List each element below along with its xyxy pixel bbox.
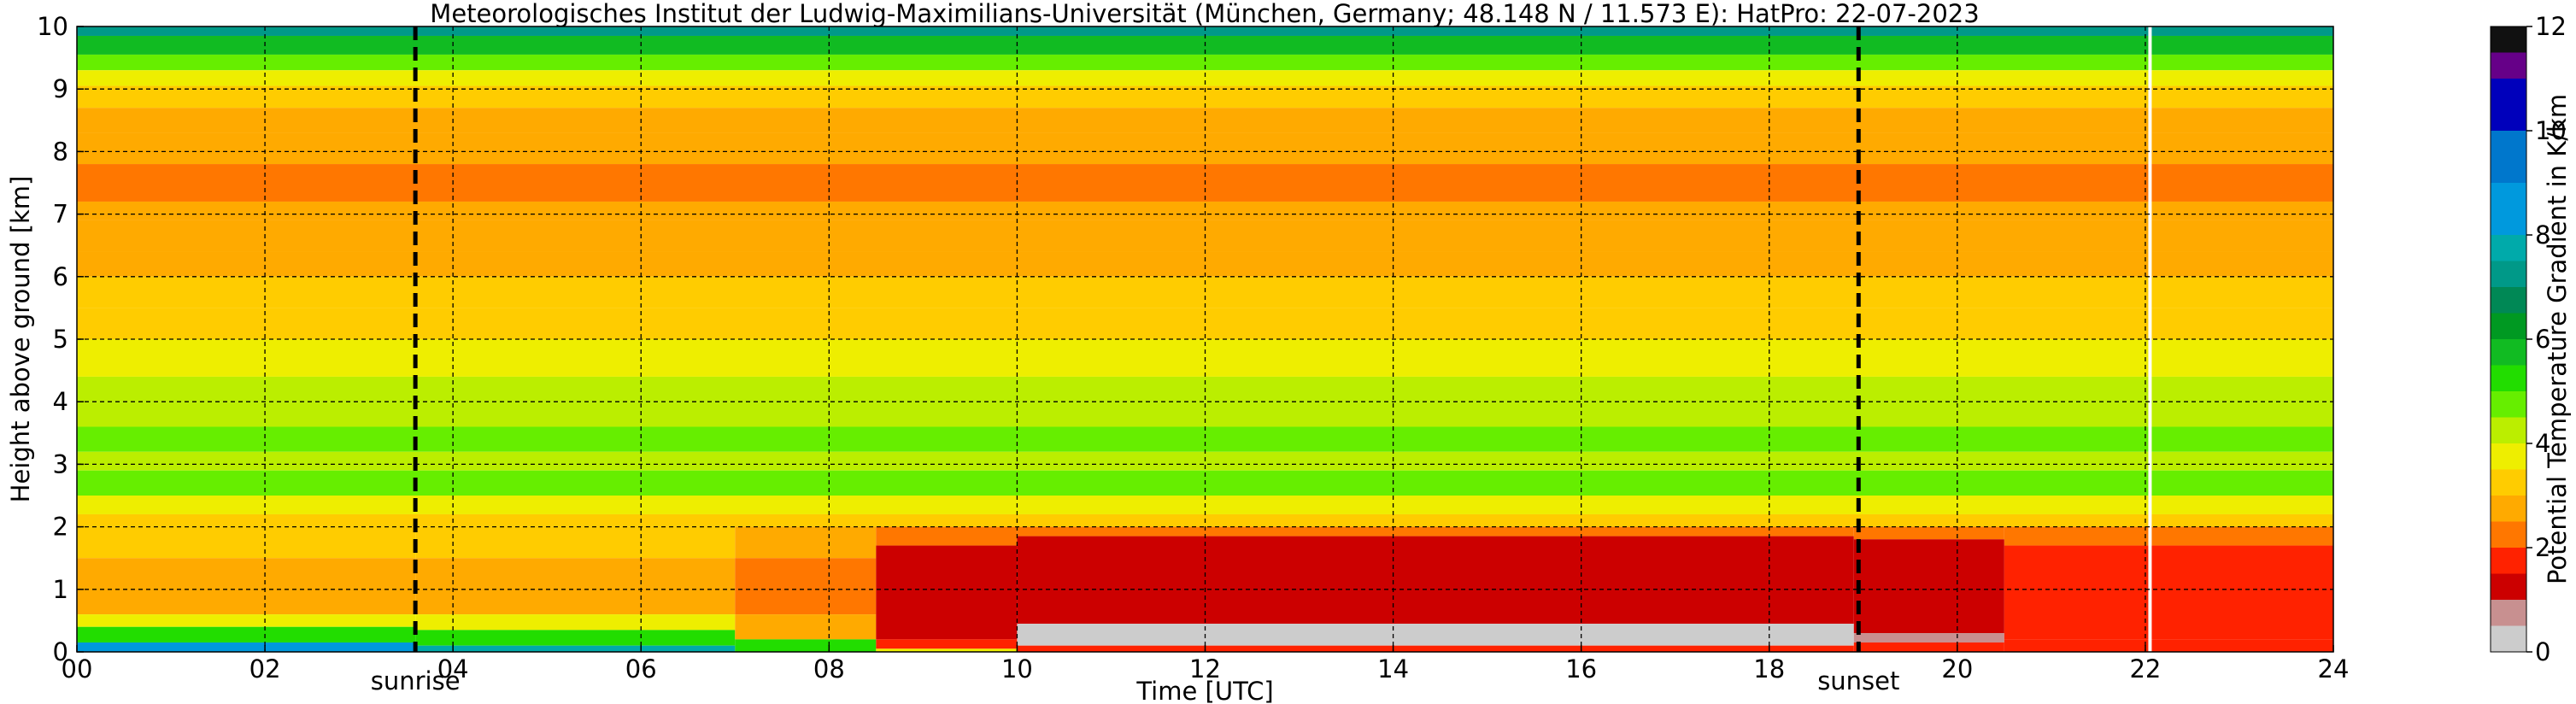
colorbar-tick-label-5: 10 xyxy=(2535,116,2567,145)
heatmap-cell-4-2 xyxy=(1017,624,1854,646)
heatmap-cell-3-2 xyxy=(876,639,1018,649)
heatmap-cell-3-3 xyxy=(876,648,1018,652)
y-tick-label-10: 10 xyxy=(37,12,68,41)
colorbar-segment-14 xyxy=(2491,261,2526,287)
heatmap-cell-1-1 xyxy=(415,558,736,615)
heatmap-cell-2-1 xyxy=(735,558,877,615)
heatmap-band-10 xyxy=(77,251,2333,277)
colorbar: 0 2 4 6 8 10 12 xyxy=(2490,12,2567,666)
colorbar-tick-label-0: 0 xyxy=(2535,637,2550,666)
colorbar-segment-1 xyxy=(2491,600,2526,626)
y-tick-label-3: 3 xyxy=(53,449,68,478)
y-tick-label-8: 8 xyxy=(53,137,68,166)
heatmap-cell-6-2 xyxy=(2004,639,2333,652)
colorbar-segment-20 xyxy=(2491,26,2526,53)
colorbar-segment-5 xyxy=(2491,496,2526,522)
x-axis-label: Time [UTC] xyxy=(1135,677,1273,704)
colorbar-tick-label-4: 8 xyxy=(2535,220,2550,249)
colorbar-segment-9 xyxy=(2491,391,2526,418)
colorbar-segment-3 xyxy=(2491,548,2526,574)
x-tick-label-9: 18 xyxy=(1753,654,1785,683)
heatmap-cell-6-1 xyxy=(2004,545,2333,640)
x-axis-ticks: 00 02 04 06 08 10 12 14 16 18 20 22 24 xyxy=(62,645,2350,683)
heatmap-cell-6-0 xyxy=(2004,526,2333,546)
heatmap-cell-5-2 xyxy=(1853,633,2004,643)
x-tick-label-4: 08 xyxy=(813,654,845,683)
heatmap-cell-4-0 xyxy=(1017,526,1854,537)
colorbar-segment-18 xyxy=(2491,79,2526,131)
heatmap-cell-3-0 xyxy=(876,526,1018,546)
heatmap-cell-0-1 xyxy=(77,558,416,615)
heatmap-cell-1-4 xyxy=(415,645,736,652)
heatmap-cell-1-0 xyxy=(415,526,736,559)
data-gap-line xyxy=(2148,26,2152,652)
heatmap-cell-0-4 xyxy=(77,642,416,652)
colorbar-tick-label-3: 6 xyxy=(2535,325,2550,354)
sunset-label: sunset xyxy=(1817,666,1899,695)
colorbar-segment-19 xyxy=(2491,52,2526,79)
colorbar-segment-8 xyxy=(2491,417,2526,443)
y-tick-label-1: 1 xyxy=(53,575,68,604)
colorbar-segment-15 xyxy=(2491,235,2526,261)
heatmap-cell-5-3 xyxy=(1853,642,2004,652)
x-tick-label-12: 24 xyxy=(2318,654,2350,683)
heatmap-cell-0-3 xyxy=(77,626,416,643)
colorbar-segment-16 xyxy=(2491,183,2526,235)
y-axis-label: Height above ground [km] xyxy=(6,176,35,503)
colorbar-segment-4 xyxy=(2491,521,2526,548)
y-tick-label-0: 0 xyxy=(53,637,68,666)
x-tick-label-8: 16 xyxy=(1565,654,1597,683)
heatmap-band-16 xyxy=(77,426,2333,452)
x-tick-label-3: 06 xyxy=(625,654,657,683)
colorbar-segment-10 xyxy=(2491,365,2526,391)
heatmap-cell-1-3 xyxy=(415,630,736,646)
x-tick-label-10: 20 xyxy=(1941,654,1973,683)
y-tick-label-9: 9 xyxy=(53,74,68,103)
y-tick-label-6: 6 xyxy=(53,262,68,291)
colorbar-segment-17 xyxy=(2491,131,2526,183)
colorbar-segment-7 xyxy=(2491,443,2526,470)
colorbar-segment-13 xyxy=(2491,287,2526,314)
x-tick-label-6: 12 xyxy=(1189,654,1221,683)
heatmap-cell-2-3 xyxy=(735,639,877,652)
heatmap-band-0 xyxy=(77,26,2333,36)
x-tick-label-2: 04 xyxy=(437,654,469,683)
colorbar-segment-12 xyxy=(2491,313,2526,339)
y-tick-label-4: 4 xyxy=(53,387,68,416)
heatmap-cell-2-0 xyxy=(735,526,877,559)
y-axis-ticks: 0 1 2 3 4 5 6 7 8 9 10 xyxy=(37,12,84,666)
heatmap-cell-1-2 xyxy=(415,614,736,631)
sun-markers: sunrise sunset xyxy=(371,26,1899,695)
colorbar-segment-6 xyxy=(2491,469,2526,496)
heatmap-cell-4-3 xyxy=(1017,645,1854,652)
sunrise-label: sunrise xyxy=(371,666,461,695)
y-tick-label-7: 7 xyxy=(53,200,68,229)
x-tick-label-7: 14 xyxy=(1377,654,1409,683)
heatmap-cell-3-1 xyxy=(876,545,1018,640)
heatmap-cell-5-0 xyxy=(1853,526,2004,540)
y-tick-label-5: 5 xyxy=(53,325,68,354)
colorbar-tick-label-2: 4 xyxy=(2535,429,2550,458)
colorbar-segment-2 xyxy=(2491,573,2526,600)
colorbar-tick-label-6: 12 xyxy=(2535,12,2567,41)
heatmap-cell-2-2 xyxy=(735,614,877,640)
colorbar-segment-11 xyxy=(2491,339,2526,366)
heatmap-cell-5-1 xyxy=(1853,539,2004,634)
colorbar-label: Potential Temperature Gradient in K/km xyxy=(2543,94,2572,584)
x-tick-label-5: 10 xyxy=(1001,654,1033,683)
colorbar-segment-0 xyxy=(2491,625,2526,652)
x-tick-label-0: 00 xyxy=(62,654,93,683)
y-tick-label-2: 2 xyxy=(53,513,68,542)
heatmap-cell-0-2 xyxy=(77,614,416,627)
heatmap-cell-4-1 xyxy=(1017,536,1854,625)
chart-title: Meteorologisches Institut der Ludwig-Max… xyxy=(430,0,1979,28)
x-tick-label-11: 22 xyxy=(2129,654,2161,683)
colorbar-tick-label-1: 2 xyxy=(2535,533,2550,562)
x-tick-label-1: 02 xyxy=(249,654,281,683)
heatmap-cell-0-0 xyxy=(77,526,416,559)
grid-lines xyxy=(77,26,2333,652)
